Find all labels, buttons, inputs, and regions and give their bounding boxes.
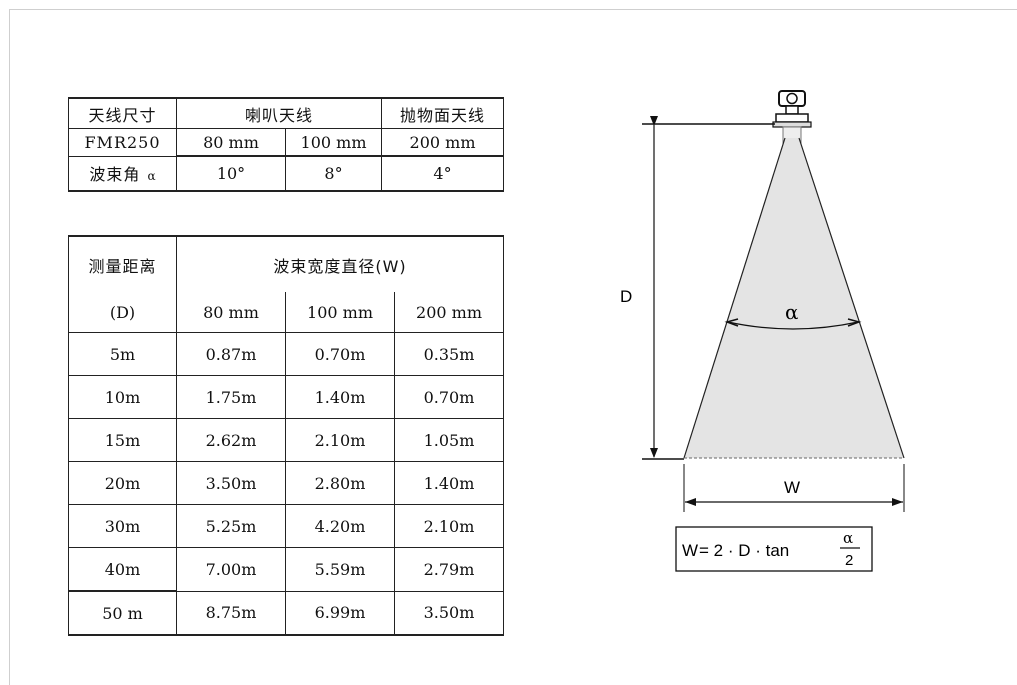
distance-cell: 5m [68,332,177,376]
cone-edge-left [683,137,786,459]
beam-width-header: 波束宽度直径(W) [175,235,505,292]
distance-cell: 40m [68,547,177,592]
distance-cell: 20m [68,461,177,505]
angle-arc [727,321,859,330]
table-row: 40m 7.00m 5.59m 2.79m [68,547,505,592]
table-row: 20m 3.50m 2.80m 1.40m [68,461,505,505]
formula-numerator: α [843,529,853,547]
table-row: 10m 1.75m 1.40m 0.70m [68,375,505,419]
beam-angle-table: 天线尺寸 喇叭天线 抛物面天线 FMR250 80 mm 100 mm 200 … [68,97,505,192]
size-cell: 100 mm [284,128,383,157]
page-frame-top [9,9,1017,10]
alpha-label: α [785,300,799,324]
width-cell: 8.75m [176,590,286,636]
width-cell: 1.40m [393,461,505,505]
width-cell: 2.80m [285,461,395,505]
parabolic-antenna-header: 抛物面天线 [381,97,505,129]
table-row: 测量距离 波束宽度直径(W) [68,235,505,292]
width-cell: 6.99m [285,590,395,636]
antenna-size-header: 天线尺寸 [68,97,177,129]
width-label: W [784,478,800,497]
distance-cell: 30m [68,504,177,548]
width-cell: 0.87m [176,332,286,376]
width-cell: 3.50m [176,461,286,505]
width-cell: 2.10m [285,418,395,462]
alpha-symbol: α [147,169,156,184]
width-cell: 4.20m [285,504,395,548]
table-row: FMR250 80 mm 100 mm 200 mm [68,128,505,157]
beam-width-formula: W = 2 · D · tan α 2 [675,526,873,572]
distance-header: 测量距离 [68,235,177,292]
beam-width-table: 测量距离 波束宽度直径(W) (D) 80 mm 100 mm 200 mm 5… [68,235,505,636]
formula-rhs: = 2 · D · tan [699,541,789,560]
size-cell: 200 mm [393,292,505,333]
width-cell: 5.25m [176,504,286,548]
width-cell: 2.10m [393,504,505,548]
beam-angle-text: 波束角 [89,165,141,185]
width-cell: 5.59m [285,547,395,592]
beam-cone-diagram: D α W W = 2 · D · tan α 2 [620,90,905,572]
width-cell: 2.62m [176,418,286,462]
width-cell: 0.70m [393,375,505,419]
size-cell: 200 mm [381,128,505,157]
table-row: 15m 2.62m 2.10m 1.05m [68,418,505,462]
table-row: 50 m 8.75m 6.99m 3.50m [68,590,505,636]
horn-antenna-header: 喇叭天线 [175,97,383,129]
width-cell: 1.75m [176,375,286,419]
angle-cell: 4° [381,155,505,192]
beam-angle-label: 波束角 α [68,155,177,192]
size-cell: 100 mm [285,292,395,333]
width-cell: 7.00m [176,547,286,592]
angle-cell: 8° [284,155,383,192]
width-arrowhead-right-icon [892,498,903,506]
table-row: 5m 0.87m 0.70m 0.35m [68,332,505,376]
table-row: (D) 80 mm 100 mm 200 mm [68,292,505,333]
width-cell: 0.70m [285,332,395,376]
width-arrowhead-left-icon [685,498,696,506]
table-row: 30m 5.25m 4.20m 2.10m [68,504,505,548]
angle-arrowhead-right-icon [847,318,862,327]
beam-cone [684,138,904,458]
distance-cell: 50 m [68,590,177,636]
angle-cell: 10° [176,155,286,192]
table-row: 波束角 α 10° 8° 4° [68,155,505,192]
width-cell: 2.79m [393,547,505,592]
formula-box [675,526,873,572]
distance-label: D [620,287,632,306]
page-frame-left [9,9,10,685]
table-row: 天线尺寸 喇叭天线 抛物面天线 [68,97,505,129]
angle-arrowhead-left-icon [724,318,739,327]
formula-lhs: W [682,541,698,560]
cone-edge-right [798,137,905,459]
formula-denominator: 2 [845,552,853,569]
size-cell: 80 mm [176,292,286,333]
distance-cell: 15m [68,418,177,462]
distance-unit-label: (D) [68,292,177,333]
width-cell: 1.05m [393,418,505,462]
width-cell: 3.50m [393,590,505,636]
distance-cell: 10m [68,375,177,419]
width-cell: 1.40m [285,375,395,419]
model-label: FMR250 [68,128,177,157]
size-cell: 80 mm [176,128,286,157]
width-cell: 0.35m [393,332,505,376]
